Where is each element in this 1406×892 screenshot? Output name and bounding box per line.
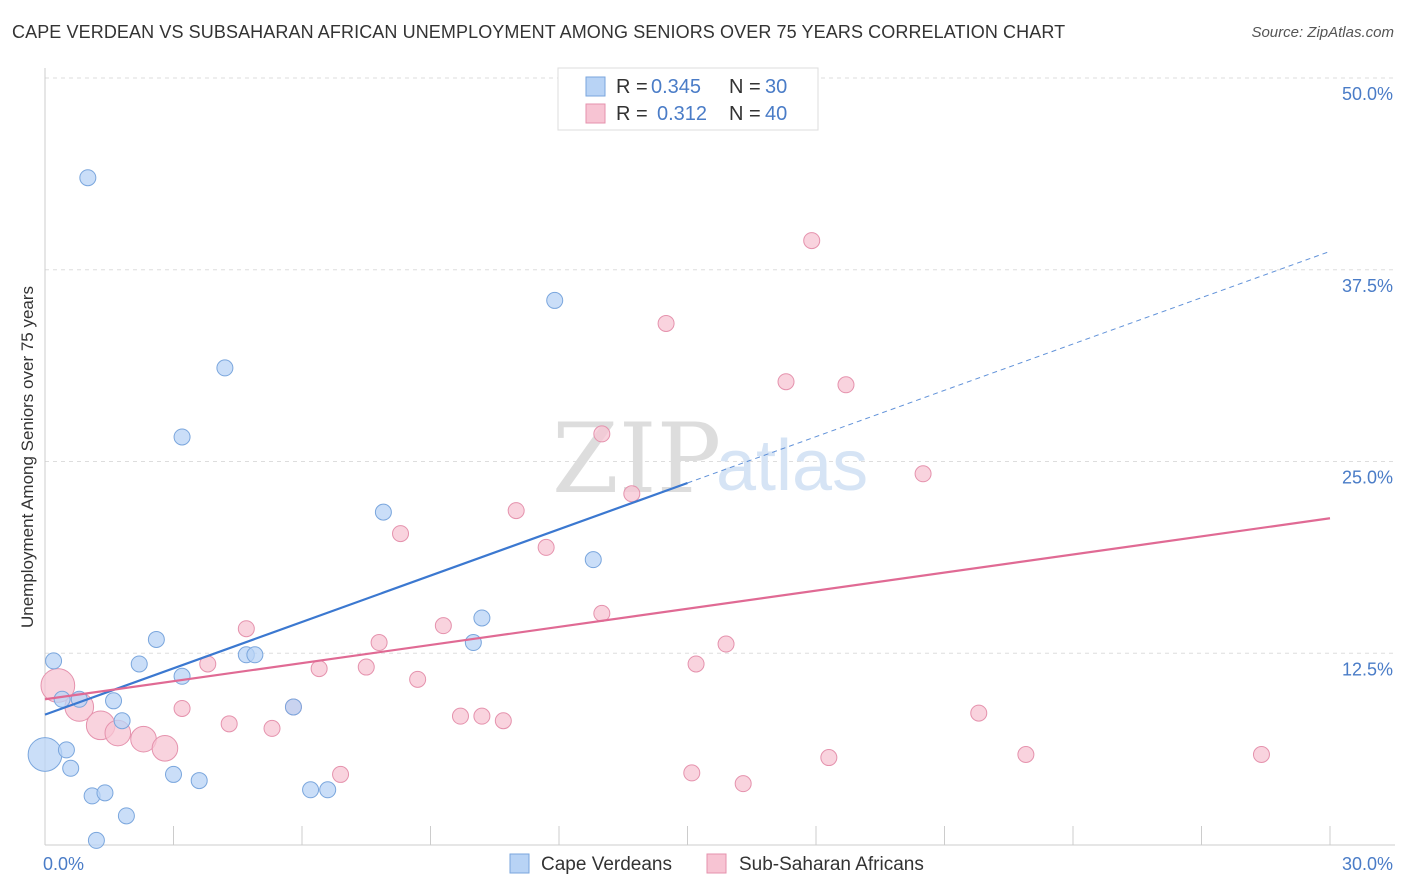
- chart-title: CAPE VERDEAN VS SUBSAHARAN AFRICAN UNEMP…: [12, 22, 1066, 42]
- x-tick-labels: 0.0% 30.0%: [43, 854, 1393, 874]
- subsaharan-point-19: [451, 707, 469, 725]
- cape-verdean-point-4: [62, 759, 80, 777]
- x-tick-label-0: 0.0%: [43, 854, 84, 874]
- cape-verdean-point-8: [87, 831, 105, 849]
- y-tick-labels: 12.5% 25.0% 37.5% 50.0%: [1342, 84, 1393, 679]
- subsaharan-point-25: [593, 425, 611, 443]
- subsaharan-point-16: [392, 525, 410, 543]
- y-tick-label-1: 25.0%: [1342, 468, 1393, 488]
- cape-verdean-point-9: [96, 784, 114, 802]
- subsaharan-point-6: [173, 699, 191, 717]
- subsaharan-point-32: [777, 373, 795, 391]
- subsaharan-trend-line: [44, 517, 1331, 701]
- subsaharan-point-12: [310, 660, 328, 678]
- cape-verdean-point-0: [27, 737, 63, 772]
- cape-verdean-point-1: [45, 652, 63, 670]
- cape-verdean-point-23: [302, 781, 320, 799]
- trend-lines: [44, 250, 1331, 716]
- subsaharan-point-34: [820, 749, 838, 767]
- cape-verdean-point-11: [113, 712, 131, 730]
- subsaharan-point-14: [357, 658, 375, 676]
- cape-verdean-point-28: [546, 291, 564, 309]
- cape-verdean-point-22: [284, 698, 302, 716]
- y-tick-label-3: 50.0%: [1342, 84, 1393, 104]
- subsaharan-point-18: [434, 617, 452, 635]
- cape-verdean-point-2: [53, 690, 71, 708]
- subsaharan-point-38: [1017, 745, 1035, 763]
- legend-n-label-pink: N =: [729, 103, 761, 125]
- subsaharan-point-36: [914, 465, 932, 483]
- legend: R = 0.345 N = 30 R = 0.312 N = 40: [557, 67, 819, 131]
- subsaharan-point-26: [623, 485, 641, 503]
- cape-verdean-point-14: [147, 630, 165, 648]
- cape-verdean-point-27: [473, 609, 491, 627]
- cape-verdean-point-13: [130, 655, 148, 673]
- subsaharan-point-22: [507, 502, 525, 520]
- subsaharan-point-20: [473, 707, 491, 725]
- legend-r-value-blue: 0.345: [651, 76, 701, 98]
- bottom-legend-swatch-blue: [509, 853, 530, 874]
- cape-verdean-point-10: [105, 692, 123, 710]
- cape-verdean-point-29: [584, 551, 602, 569]
- subsaharan-point-5: [151, 735, 179, 762]
- subsaharan-point-15: [370, 634, 388, 652]
- bottom-legend-swatch-pink: [706, 853, 727, 874]
- legend-r-label-blue: R =: [616, 76, 648, 98]
- cape-verdean-point-12: [117, 807, 135, 825]
- subsaharan-point-27: [657, 314, 675, 332]
- cape-verdean-point-24: [319, 781, 337, 799]
- subsaharan-point-8: [220, 715, 238, 733]
- subsaharan-point-39: [1252, 745, 1270, 763]
- y-tick-label-2: 37.5%: [1342, 276, 1393, 296]
- subsaharan-point-28: [683, 764, 701, 782]
- axes: [44, 68, 1395, 846]
- legend-r-label-pink: R =: [616, 103, 648, 125]
- cape-verdean-point-17: [173, 428, 191, 446]
- cape-verdean-point-15: [165, 765, 182, 783]
- cape-verdean-point-26: [464, 634, 482, 652]
- subsaharan-point-13: [332, 765, 350, 783]
- cape-verdean-point-19: [216, 359, 234, 377]
- legend-swatch-blue: [585, 76, 606, 97]
- subsaharan-point-29: [687, 655, 705, 673]
- subsaharan-point-33: [803, 232, 821, 250]
- subsaharan-point-21: [494, 712, 512, 730]
- watermark-atlas: atlas: [716, 426, 868, 506]
- subsaharan-point-9: [237, 620, 255, 638]
- legend-n-value-pink: 40: [765, 103, 787, 125]
- cape-verdean-point-25: [374, 503, 392, 521]
- x-tick-label-1: 30.0%: [1342, 854, 1393, 874]
- series-blue-points: [27, 169, 602, 849]
- legend-swatch-pink: [585, 103, 606, 124]
- subsaharan-point-35: [837, 376, 855, 394]
- legend-r-value-pink: 0.312: [657, 103, 707, 125]
- source-label: Source: ZipAtlas.com: [1251, 24, 1394, 41]
- bottom-legend-label-blue: Cape Verdeans: [541, 854, 672, 875]
- legend-n-label-blue: N =: [729, 76, 761, 98]
- subsaharan-point-37: [970, 704, 988, 722]
- subsaharan-point-17: [409, 670, 427, 688]
- cape-verdean-trend-line: [44, 481, 688, 716]
- subsaharan-point-30: [717, 635, 735, 653]
- grid-lines: [45, 77, 1395, 654]
- cape-verdean-point-21: [246, 646, 264, 664]
- subsaharan-point-23: [537, 538, 555, 556]
- y-axis-label: Unemployment Among Seniors over 75 years: [18, 286, 37, 628]
- cape-verdean-point-3: [57, 741, 75, 759]
- bottom-legend: Cape Verdeans Sub-Saharan Africans: [509, 853, 924, 875]
- bottom-legend-label-pink: Sub-Saharan Africans: [739, 854, 924, 875]
- cape-verdean-point-6: [79, 169, 97, 187]
- subsaharan-point-31: [734, 775, 752, 793]
- y-tick-label-0: 12.5%: [1342, 659, 1393, 679]
- legend-n-value-blue: 30: [765, 76, 787, 98]
- subsaharan-point-10: [263, 719, 281, 737]
- cape-verdean-trend-extension: [687, 250, 1331, 484]
- cape-verdean-point-18: [190, 772, 208, 790]
